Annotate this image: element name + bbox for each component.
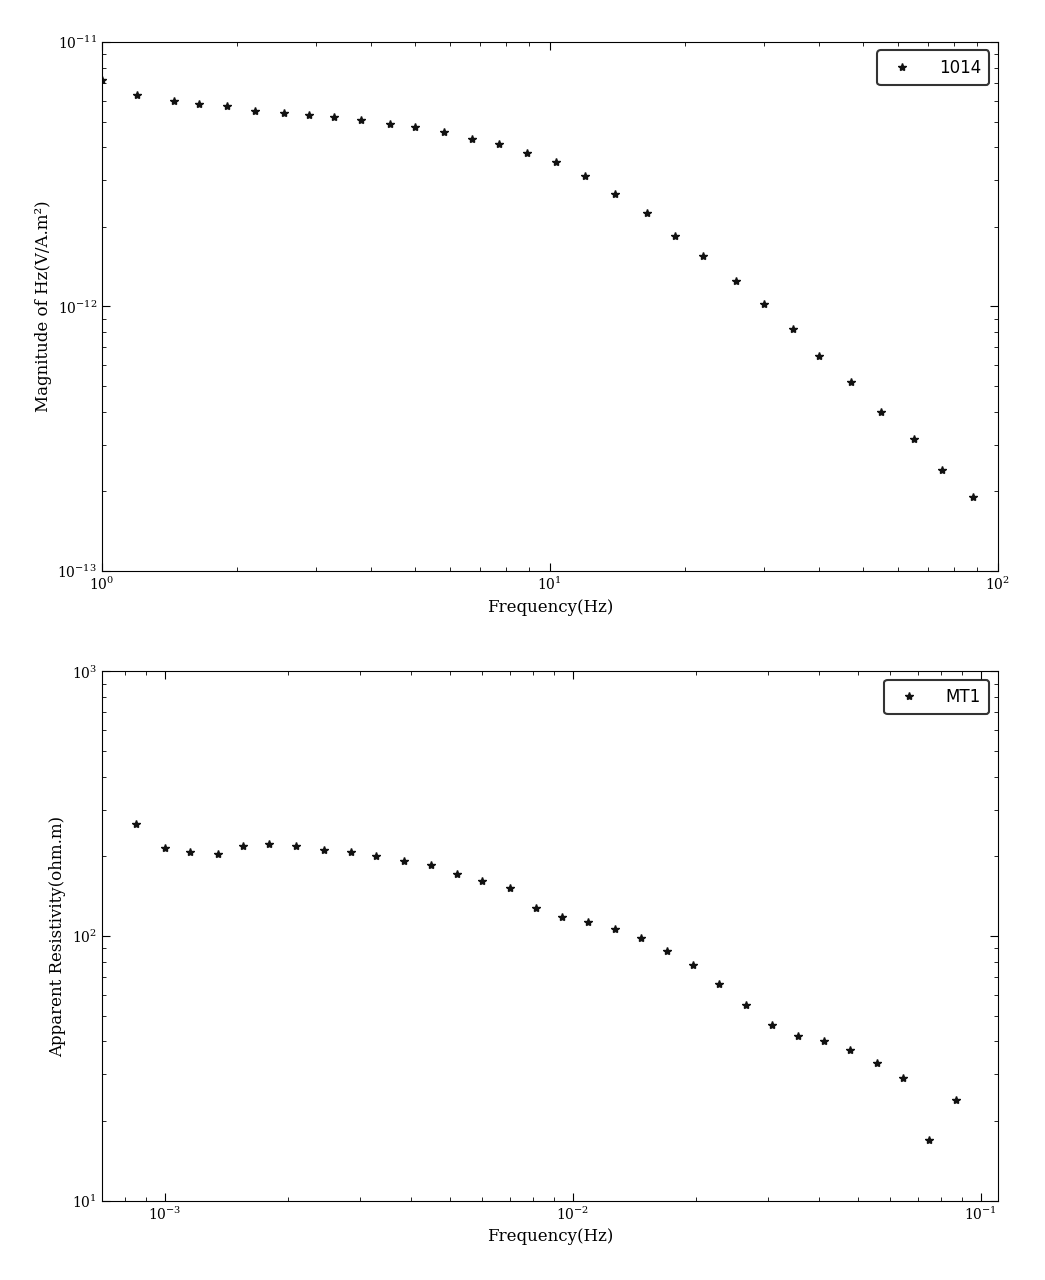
- Line: 1014: 1014: [97, 76, 977, 502]
- Legend: MT1: MT1: [884, 680, 990, 714]
- MT1: [765, 1018, 777, 1033]
- 1014: [249, 102, 261, 118]
- MT1: [397, 854, 410, 869]
- 1014: [550, 155, 562, 170]
- 1014: [220, 99, 233, 114]
- 1014: [609, 187, 622, 202]
- 1014: [303, 108, 316, 123]
- MT1: [370, 849, 382, 864]
- MT1: [291, 838, 303, 854]
- MT1: [818, 1034, 831, 1050]
- MT1: [923, 1132, 935, 1147]
- MT1: [660, 943, 673, 959]
- 1014: [168, 93, 181, 109]
- MT1: [687, 957, 699, 973]
- Legend: 1014: 1014: [877, 50, 990, 84]
- 1014: [875, 404, 887, 420]
- 1014: [844, 374, 857, 389]
- MT1: [504, 881, 516, 896]
- X-axis label: Frequency(Hz): Frequency(Hz): [487, 599, 613, 616]
- 1014: [813, 348, 826, 364]
- MT1: [713, 977, 725, 992]
- MT1: [130, 817, 142, 832]
- 1014: [409, 120, 421, 136]
- MT1: [635, 931, 648, 946]
- MT1: [262, 837, 275, 852]
- 1014: [95, 72, 108, 87]
- 1014: [787, 321, 799, 337]
- 1014: [384, 116, 396, 132]
- MT1: [212, 846, 225, 861]
- MT1: [425, 858, 438, 873]
- MT1: [792, 1028, 805, 1043]
- MT1: [450, 867, 463, 882]
- 1014: [758, 297, 770, 312]
- MT1: [318, 842, 330, 858]
- 1014: [641, 206, 653, 221]
- 1014: [328, 109, 341, 124]
- 1014: [438, 124, 450, 140]
- 1014: [492, 137, 505, 152]
- 1014: [729, 273, 742, 288]
- MT1: [344, 845, 356, 860]
- MT1: [897, 1070, 909, 1085]
- MT1: [950, 1092, 962, 1107]
- 1014: [579, 169, 591, 184]
- 1014: [278, 105, 291, 120]
- Y-axis label: Magnitude of Hz(V/A.m²): Magnitude of Hz(V/A.m²): [34, 201, 51, 412]
- 1014: [967, 489, 979, 504]
- 1014: [935, 462, 948, 477]
- MT1: [582, 914, 595, 929]
- MT1: [477, 873, 489, 888]
- Y-axis label: Apparent Resistivity(ohm.m): Apparent Resistivity(ohm.m): [49, 815, 66, 1056]
- MT1: [159, 841, 171, 856]
- 1014: [697, 248, 710, 264]
- MT1: [236, 838, 249, 854]
- MT1: [184, 845, 196, 860]
- MT1: [530, 900, 542, 915]
- 1014: [908, 431, 921, 447]
- 1014: [466, 131, 479, 146]
- MT1: [870, 1056, 883, 1071]
- X-axis label: Frequency(Hz): Frequency(Hz): [487, 1229, 613, 1245]
- MT1: [609, 922, 622, 937]
- 1014: [131, 87, 143, 102]
- MT1: [556, 909, 568, 924]
- Line: MT1: MT1: [132, 820, 960, 1144]
- 1014: [355, 113, 368, 128]
- MT1: [844, 1043, 857, 1059]
- 1014: [193, 97, 206, 113]
- MT1: [739, 997, 751, 1012]
- 1014: [520, 146, 533, 161]
- 1014: [669, 228, 681, 243]
